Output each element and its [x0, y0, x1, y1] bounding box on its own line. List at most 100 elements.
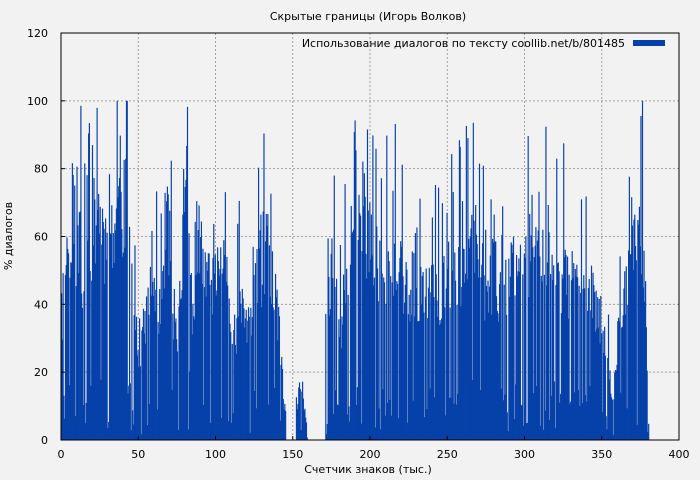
- bar: [444, 307, 446, 440]
- bar: [173, 339, 175, 440]
- bar: [582, 288, 584, 440]
- bar: [511, 244, 513, 440]
- bar: [153, 277, 155, 440]
- bar: [592, 272, 594, 440]
- bar: [509, 276, 511, 440]
- bar: [528, 297, 530, 440]
- bar: [386, 402, 389, 440]
- bar: [326, 424, 328, 440]
- bar: [542, 229, 544, 440]
- bar: [125, 100, 128, 440]
- bar: [122, 252, 124, 440]
- bar: [100, 379, 102, 440]
- bar: [575, 276, 577, 440]
- bar: [526, 422, 528, 440]
- bar: [639, 246, 641, 440]
- bar: [373, 285, 375, 440]
- bar: [247, 320, 249, 440]
- bar: [285, 410, 287, 440]
- bar: [591, 317, 593, 440]
- bar: [619, 256, 621, 440]
- bar: [521, 405, 523, 440]
- bar: [617, 321, 619, 440]
- bar: [551, 254, 553, 440]
- bar: [648, 423, 650, 440]
- bar: [401, 164, 403, 441]
- bar: [492, 238, 494, 440]
- bar: [173, 288, 175, 440]
- y-tick-label: 120: [27, 27, 48, 40]
- bar: [227, 421, 230, 440]
- bar: [77, 273, 80, 440]
- bar: [427, 287, 430, 440]
- bar: [66, 237, 68, 440]
- bar: [247, 307, 250, 440]
- bar: [265, 213, 267, 440]
- bar: [492, 242, 494, 440]
- bar: [373, 277, 376, 440]
- bar: [611, 397, 613, 440]
- bar: [562, 278, 564, 440]
- bar: [450, 397, 452, 440]
- bar: [244, 318, 247, 440]
- axis-ticks: 0 50 100 150 200 250 300 350 400 0 20 40 60 80 100 120: [27, 27, 690, 461]
- bar: [86, 175, 88, 441]
- bar: [470, 228, 472, 440]
- bar: [585, 196, 587, 440]
- bar: [352, 231, 354, 440]
- bar: [599, 343, 601, 440]
- bar: [505, 259, 507, 440]
- bar: [437, 316, 439, 440]
- bar: [191, 334, 193, 440]
- bar: [295, 397, 298, 440]
- bar: [510, 242, 512, 440]
- bar: [367, 210, 369, 440]
- bar: [135, 330, 137, 440]
- bar: [405, 262, 407, 440]
- bar: [377, 301, 379, 440]
- bar: [128, 385, 130, 440]
- bar: [431, 217, 433, 440]
- bar: [356, 387, 359, 440]
- bar: [489, 255, 491, 440]
- bar: [572, 278, 574, 440]
- bar: [152, 295, 155, 440]
- bar: [331, 238, 333, 440]
- bar: [423, 312, 425, 440]
- bar: [529, 261, 532, 440]
- bar: [203, 404, 205, 440]
- bar: [239, 291, 241, 440]
- bar: [488, 286, 491, 440]
- bar: [579, 405, 581, 440]
- bar: [245, 309, 247, 440]
- bar: [132, 410, 134, 440]
- bar: [223, 255, 226, 440]
- bar: [337, 405, 339, 440]
- bar: [408, 294, 410, 440]
- bar: [336, 404, 338, 440]
- bar: [433, 297, 435, 440]
- bar: [645, 327, 647, 440]
- bar: [145, 343, 147, 440]
- bar: [512, 236, 515, 440]
- bar: [426, 408, 428, 440]
- bar: [190, 274, 192, 440]
- bar: [538, 191, 540, 440]
- bar: [201, 283, 203, 440]
- bar: [393, 295, 395, 440]
- bar: [84, 163, 86, 440]
- bar: [342, 274, 345, 440]
- bar: [621, 326, 624, 440]
- bar: [144, 311, 146, 440]
- bar: [529, 214, 531, 440]
- bar: [417, 321, 420, 440]
- bar: [280, 364, 282, 440]
- bar: [482, 165, 484, 440]
- bar: [445, 288, 447, 440]
- bar: [237, 316, 240, 440]
- bar: [115, 230, 117, 440]
- bar: [359, 215, 362, 440]
- bar: [87, 240, 89, 440]
- bar: [224, 192, 226, 440]
- bar: [364, 196, 366, 440]
